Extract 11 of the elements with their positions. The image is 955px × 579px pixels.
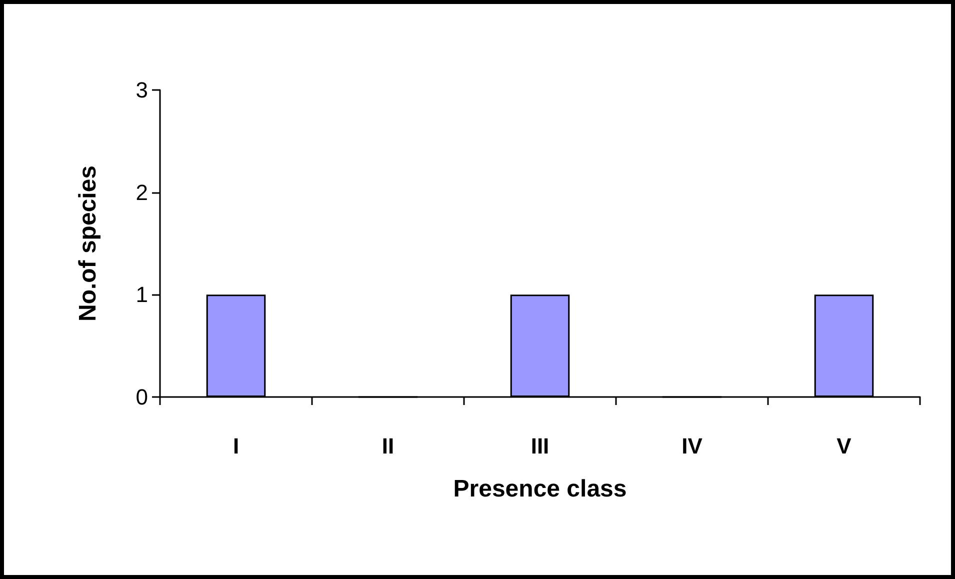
x-tick-label: V <box>836 434 852 458</box>
x-tick-label: III <box>530 434 550 458</box>
x-axis-title: Presence class <box>453 476 627 502</box>
y-tick-label: 0 <box>136 384 148 410</box>
y-axis-title: No.of species <box>74 165 102 322</box>
x-tick-label: IV <box>682 434 703 458</box>
y-tick-label: 2 <box>136 180 148 205</box>
y-tick-label: 1 <box>136 282 148 308</box>
y-tick-label: 3 <box>136 78 148 102</box>
x-tick-label: II <box>382 434 394 458</box>
x-tick-label: I <box>232 434 240 458</box>
